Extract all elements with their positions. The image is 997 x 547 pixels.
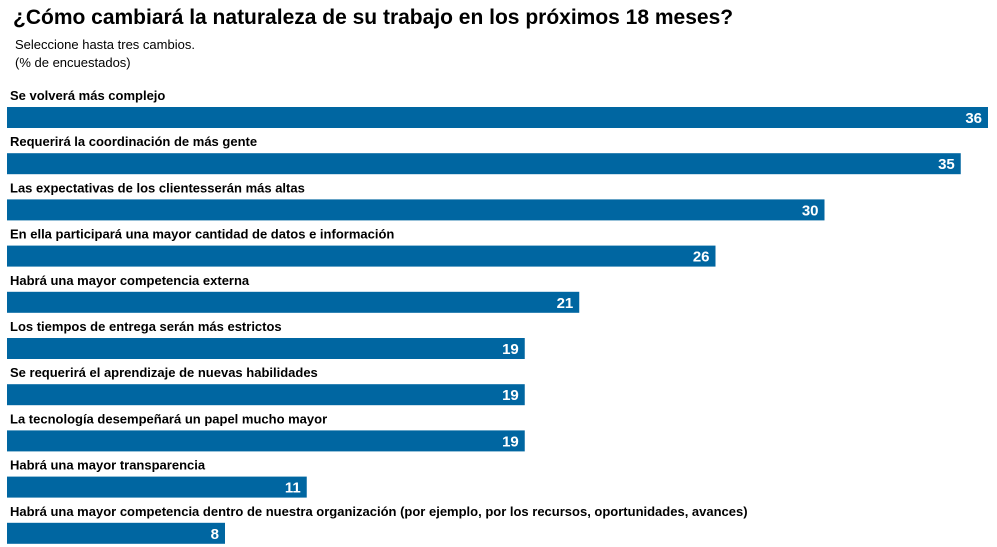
- category-label: Habrá una mayor transparencia: [10, 458, 206, 473]
- bar: [7, 522, 225, 544]
- chart-subtitle-line-1: Seleccione hasta tres cambios.: [15, 37, 195, 52]
- bar: [7, 476, 307, 498]
- chart-subtitle-line-2: (% de encuestados): [15, 55, 131, 70]
- category-label: Las expectativas de los clientesserán má…: [10, 180, 305, 195]
- value-label: 21: [557, 295, 574, 312]
- category-label: Se volverá más complejo: [10, 88, 165, 103]
- value-label: 8: [211, 526, 219, 543]
- chart-title: ¿Cómo cambiará la naturaleza de su traba…: [13, 6, 734, 29]
- bar: [7, 338, 525, 359]
- bar: [7, 245, 716, 267]
- bar: [7, 199, 825, 221]
- bar: [7, 107, 988, 128]
- value-label: 35: [938, 156, 955, 173]
- value-label: 19: [502, 387, 519, 404]
- value-label: 26: [693, 249, 710, 266]
- category-label: La tecnología desempeñará un papel mucho…: [10, 411, 327, 426]
- bar: [7, 430, 525, 452]
- category-label: Se requerirá el aprendizaje de nuevas ha…: [10, 365, 318, 380]
- category-label: Habrá una mayor competencia dentro de nu…: [10, 504, 748, 519]
- value-label: 36: [965, 110, 982, 127]
- category-label: Requerirá la coordinación de más gente: [10, 134, 257, 149]
- category-label: Los tiempos de entrega serán más estrict…: [10, 319, 282, 334]
- value-label: 19: [502, 341, 519, 358]
- category-label: En ella participará una mayor cantidad d…: [10, 227, 394, 242]
- category-label: Habrá una mayor competencia externa: [10, 273, 250, 288]
- bar: [7, 153, 961, 175]
- bar: [7, 291, 580, 313]
- value-label: 11: [285, 480, 301, 497]
- bar: [7, 384, 525, 406]
- value-label: 30: [802, 202, 819, 219]
- value-label: 19: [502, 433, 519, 450]
